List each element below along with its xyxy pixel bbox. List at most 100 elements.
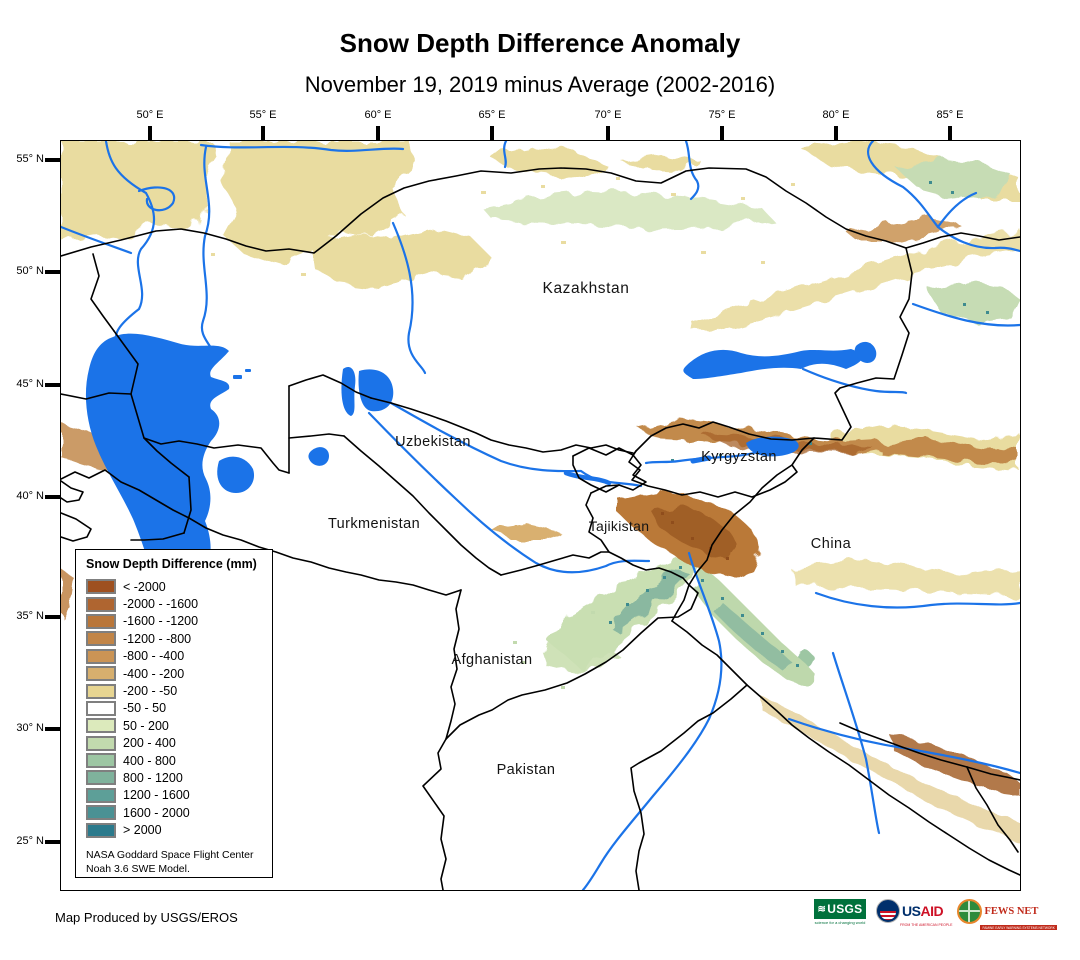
legend-item-label: > 2000	[123, 823, 162, 838]
usaid-tagline: FROM THE AMERICAN PEOPLE	[900, 923, 953, 927]
lat-tick	[45, 383, 61, 387]
legend-swatch	[86, 787, 116, 803]
usgs-logo: ≋ USGS science for a changing world	[814, 899, 866, 925]
lat-tick-label: 45° N	[16, 378, 44, 390]
legend-item: -2000 - -1600	[86, 595, 268, 612]
usaid-logo-text-aid: AID	[920, 903, 944, 919]
fewsnet-globe-icon	[957, 899, 983, 924]
legend-swatch	[86, 613, 116, 629]
legend-swatch	[86, 753, 116, 769]
usgs-wave-icon: ≋	[817, 903, 827, 915]
lake-balkhash	[683, 349, 863, 379]
label-kyrgyzstan: Kyrgyzstan	[701, 449, 777, 465]
lon-tick	[490, 126, 494, 140]
lon-tick	[376, 126, 380, 140]
legend-swatch	[86, 579, 116, 595]
label-turkmenistan: Turkmenistan	[328, 516, 420, 532]
fewsnet-logo-text: FEWS NET	[984, 906, 1039, 917]
attribution-line-1: NASA Goddard Space Flight Center	[86, 848, 254, 861]
legend-item-label: 1600 - 2000	[123, 805, 190, 820]
lat-tick	[45, 727, 61, 731]
lon-tick-label: 60° E	[364, 109, 392, 121]
aral-sea-west	[341, 366, 356, 416]
legend-item: 800 - 1200	[86, 769, 268, 786]
legend-swatch	[86, 735, 116, 751]
label-china: China	[811, 536, 852, 552]
legend-item: 1200 - 1600	[86, 787, 268, 804]
legend-item-label: 50 - 200	[123, 718, 169, 733]
lon-tick-label: 50° E	[136, 109, 164, 121]
lat-tick	[45, 840, 61, 844]
legend-item: -400 - -200	[86, 665, 268, 682]
legend-item: 1600 - 2000	[86, 804, 268, 821]
legend-item: > 2000	[86, 821, 268, 838]
legend-item-label: -1200 - -800	[123, 631, 192, 646]
lon-tick-label: 80° E	[822, 109, 850, 121]
legend-item: -800 - -400	[86, 648, 268, 665]
logo-strip: ≋USGS science for a changing world NASA …	[814, 899, 1057, 937]
label-afghanistan: Afghanistan	[452, 652, 533, 668]
lon-tick	[261, 126, 265, 140]
legend-swatch	[86, 631, 116, 647]
legend-item: 50 - 200	[86, 717, 268, 734]
legend: Snow Depth Difference (mm) < -2000 -2000 …	[75, 549, 273, 878]
lat-tick-label: 30° N	[16, 722, 44, 734]
legend-attribution: NASA Goddard Space Flight Center Noah 3.…	[86, 848, 268, 876]
legend-swatch	[86, 596, 116, 612]
lon-tick-label: 70° E	[594, 109, 622, 121]
usgs-tagline: science for a changing world	[814, 920, 866, 925]
country-labels: Kazakhstan Uzbekistan Turkmenistan Kyrgy…	[328, 280, 852, 778]
legend-item-label: < -2000	[123, 579, 166, 594]
lon-tick	[834, 126, 838, 140]
terrain-positive-layer	[481, 159, 1020, 687]
label-tajikistan: Tajikistan	[589, 518, 650, 534]
lat-tick-label: 55° N	[16, 153, 44, 165]
usaid-logo: USAID FROM THE AMERICAN PEOPLE	[876, 899, 952, 927]
lat-tick	[45, 158, 61, 162]
legend-item: 400 - 800	[86, 752, 268, 769]
lat-tick-label: 50° N	[16, 265, 44, 277]
legend-items: < -2000 -2000 - -1600 -1600 - -1200 -1200 -…	[86, 578, 268, 839]
legend-item-label: -400 - -200	[123, 666, 185, 681]
kara-bogaz-gol	[217, 456, 255, 493]
lat-tick	[45, 615, 61, 619]
lon-tick-label: 85° E	[936, 109, 964, 121]
lon-tick-label: 65° E	[478, 109, 506, 121]
usaid-logo-text-us: US	[902, 903, 921, 919]
terrain-speckle-layer	[121, 171, 989, 689]
legend-item: < -2000	[86, 578, 268, 595]
map-canvas: Kazakhstan Uzbekistan Turkmenistan Kyrgy…	[61, 141, 1020, 890]
lon-tick-label: 75° E	[708, 109, 736, 121]
legend-item: -50 - 50	[86, 700, 268, 717]
legend-item-label: -50 - 50	[123, 701, 167, 716]
legend-item-label: 200 - 400	[123, 736, 176, 751]
lat-tick-label: 25° N	[16, 835, 44, 847]
aral-sea-east	[358, 369, 394, 412]
lon-tick	[948, 126, 952, 140]
lat-tick	[45, 495, 61, 499]
terrain-negative-layer	[61, 141, 1020, 841]
legend-swatch	[86, 648, 116, 664]
fewsnet-tagline: FAMINE EARLY WARNING SYSTEMS NETWORK	[980, 925, 1057, 930]
lake-alakol	[854, 341, 877, 363]
legend-swatch	[86, 718, 116, 734]
map-frame: Kazakhstan Uzbekistan Turkmenistan Kyrgy…	[60, 140, 1021, 891]
legend-item-label: -1600 - -1200	[123, 614, 199, 629]
lat-tick-label: 35° N	[16, 610, 44, 622]
usgs-logo-text: USGS	[827, 902, 863, 916]
legend-swatch	[86, 683, 116, 699]
legend-item-label: -200 - -50	[123, 684, 178, 699]
lon-tick	[148, 126, 152, 140]
legend-item-label: 1200 - 1600	[123, 788, 190, 803]
legend-item-label: 400 - 800	[123, 753, 176, 768]
page-title: Snow Depth Difference Anomaly	[339, 28, 741, 58]
lat-tick-label: 40° N	[16, 490, 44, 502]
legend-item: 200 - 400	[86, 735, 268, 752]
legend-swatch	[86, 805, 116, 821]
usaid-seal-icon	[876, 899, 900, 923]
fewsnet-logo: FEWS NET FAMINE EARLY WARNING SYSTEMS NE…	[957, 899, 1057, 930]
legend-item-label: -2000 - -1600	[123, 597, 199, 612]
label-kazakhstan: Kazakhstan	[543, 280, 630, 297]
legend-item: -1200 - -800	[86, 630, 268, 647]
sarygamysh-lake	[308, 447, 329, 466]
